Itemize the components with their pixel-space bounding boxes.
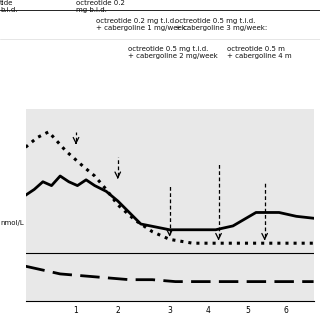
Text: tide: tide (0, 0, 13, 6)
Text: octreotide 0.5 mg t.i.d.
+ cabergoline 2 mg/week: octreotide 0.5 mg t.i.d. + cabergoline 2… (128, 46, 218, 60)
Text: octreotide 0.2
mg b.i.d.: octreotide 0.2 mg b.i.d. (76, 0, 125, 13)
Text: b.i.d.: b.i.d. (0, 7, 18, 13)
Text: octreotide 0.2 mg t.i.d.
+ cabergoline 1 mg/week:: octreotide 0.2 mg t.i.d. + cabergoline 1… (96, 18, 188, 31)
Text: octreotide 0.5 m
+ cabergoline 4 m: octreotide 0.5 m + cabergoline 4 m (227, 46, 292, 60)
Text: nmol/L: nmol/L (0, 220, 24, 226)
Text: octreotide 0.5 mg t.i.d.
+ cabergoline 3 mg/week:: octreotide 0.5 mg t.i.d. + cabergoline 3… (175, 18, 268, 31)
